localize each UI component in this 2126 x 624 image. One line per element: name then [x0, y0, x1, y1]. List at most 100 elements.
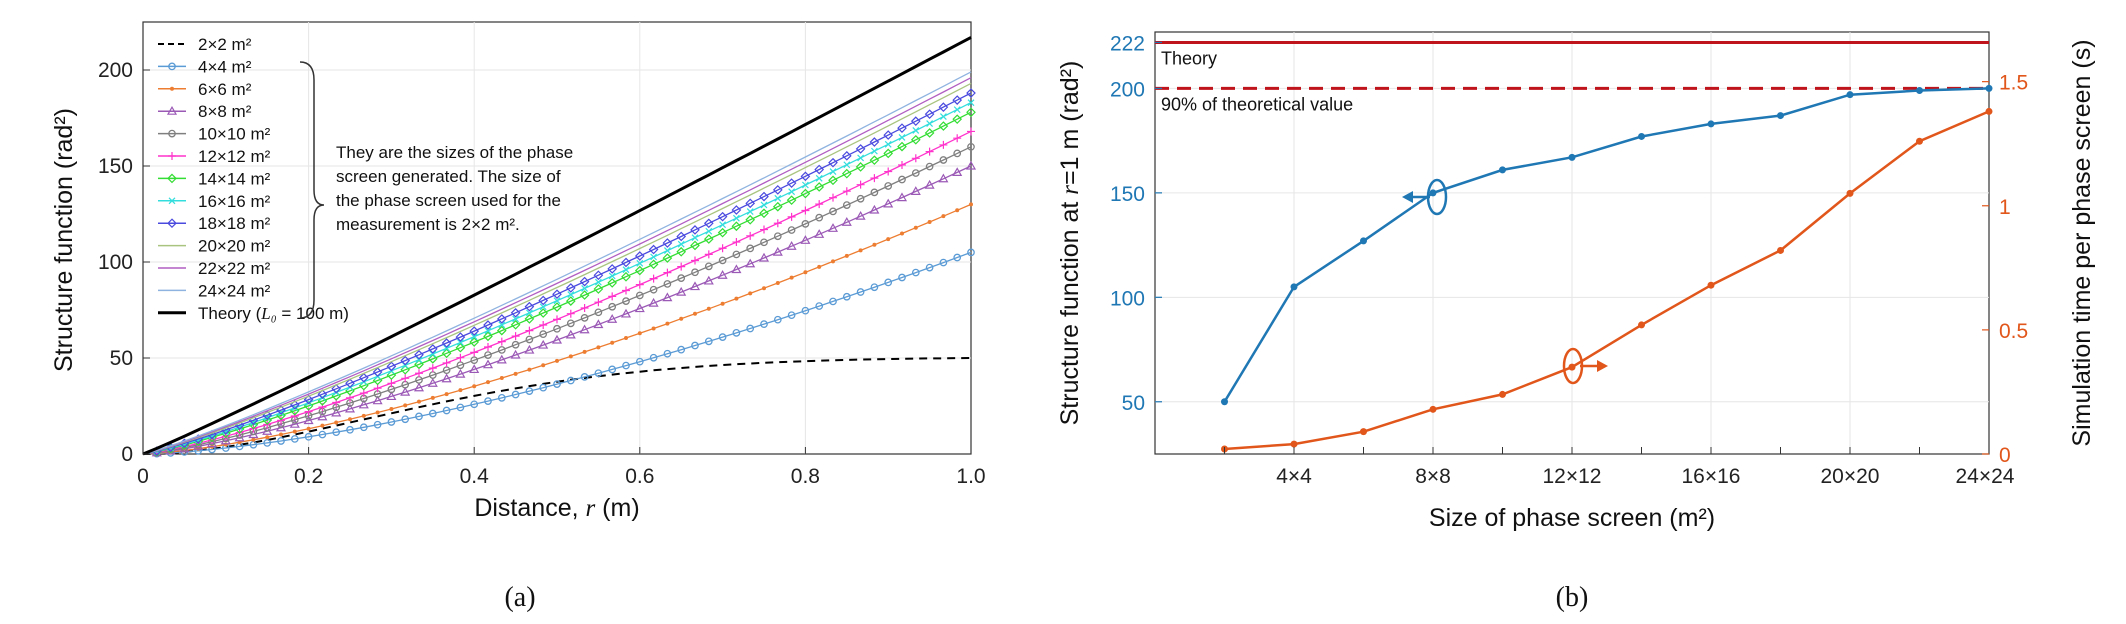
data-point [1916, 137, 1923, 145]
data-point [842, 201, 851, 209]
data-point [788, 188, 796, 196]
data-point [815, 302, 824, 310]
data-point [966, 107, 976, 118]
data-point [289, 418, 300, 428]
data-point [359, 423, 368, 432]
x-tick-label: 16×16 [1682, 465, 1741, 488]
data-point [567, 291, 575, 299]
series-line [1223, 87, 1990, 403]
data-point [441, 348, 452, 359]
data-point [580, 373, 589, 381]
data-point [415, 369, 423, 378]
data-point [828, 175, 838, 186]
data-point [620, 308, 632, 318]
series-9 [142, 88, 976, 456]
data-point [622, 286, 630, 295]
data-point [938, 121, 949, 131]
data-point [732, 214, 740, 222]
data-point [941, 214, 946, 219]
data-point [719, 221, 727, 229]
data-point [829, 207, 837, 216]
data-point [635, 291, 644, 300]
data-point [883, 148, 894, 159]
data-point [443, 344, 451, 352]
data-point [663, 280, 672, 288]
legend-label: 8×8 m² [198, 102, 252, 121]
data-point [524, 344, 535, 354]
data-point [869, 137, 880, 147]
legend-label: 16×16 m² [198, 192, 271, 211]
data-point [289, 400, 300, 410]
data-point [525, 326, 534, 335]
data-point [206, 438, 218, 448]
data-point [910, 116, 921, 127]
data-point [731, 221, 742, 232]
data-point [456, 403, 465, 412]
data-point [358, 372, 369, 383]
legend-label: 6×6 m² [198, 80, 252, 99]
data-point [786, 195, 797, 206]
data-point [718, 333, 727, 341]
data-point [358, 399, 369, 409]
data-point [774, 194, 782, 202]
data-point [634, 251, 645, 261]
data-point [856, 194, 865, 203]
data-point [566, 319, 575, 328]
data-point [290, 435, 299, 443]
data-point [939, 140, 948, 149]
data-point [634, 303, 645, 313]
data-point [498, 321, 506, 329]
left-arrow-icon [1402, 191, 1413, 203]
data-point [458, 388, 463, 393]
data-point [442, 358, 451, 367]
data-point [886, 237, 891, 242]
x-tick-label: 0 [137, 465, 149, 488]
data-point [331, 407, 342, 417]
data-point [511, 390, 520, 399]
data-point [456, 353, 465, 362]
data-point [649, 274, 658, 283]
data-point [648, 259, 659, 270]
data-point [663, 268, 672, 277]
data-point [762, 286, 766, 291]
data-point [953, 149, 962, 158]
data-point [955, 208, 960, 213]
data-point [303, 401, 314, 411]
legend-marker [168, 62, 176, 71]
y-tick-label: 150 [98, 155, 133, 178]
data-point [1638, 132, 1645, 140]
data-point [801, 220, 810, 228]
data-point [318, 430, 327, 439]
data-point [1360, 428, 1367, 436]
data-point [456, 361, 465, 370]
annotation-line: screen generated. The size of [336, 167, 561, 186]
data-point [965, 160, 977, 170]
data-point [484, 351, 492, 359]
data-point [720, 301, 725, 306]
data-point [897, 123, 907, 133]
data-point [279, 432, 283, 437]
data-point [952, 167, 963, 177]
data-point [579, 290, 590, 300]
data-point [856, 288, 865, 296]
data-point [304, 407, 313, 416]
data-point [622, 266, 630, 274]
data-point [1638, 321, 1645, 329]
data-point [855, 144, 866, 154]
data-point [924, 179, 935, 189]
data-point [524, 301, 535, 312]
data-point [773, 315, 782, 324]
data-point [565, 296, 576, 306]
data-point [539, 383, 548, 392]
data-point [938, 102, 949, 112]
data-point [552, 289, 562, 300]
left-y-tick-label: 100 [1110, 287, 1145, 310]
data-point [510, 319, 521, 330]
data-point [596, 345, 601, 350]
data-point [689, 281, 701, 291]
data-point [607, 278, 618, 288]
data-point [482, 359, 494, 369]
panel-b-x-ticks: 4×4 8×8 12×12 16×16 20×20 24×24 [1224, 447, 2015, 488]
data-point [510, 307, 521, 318]
